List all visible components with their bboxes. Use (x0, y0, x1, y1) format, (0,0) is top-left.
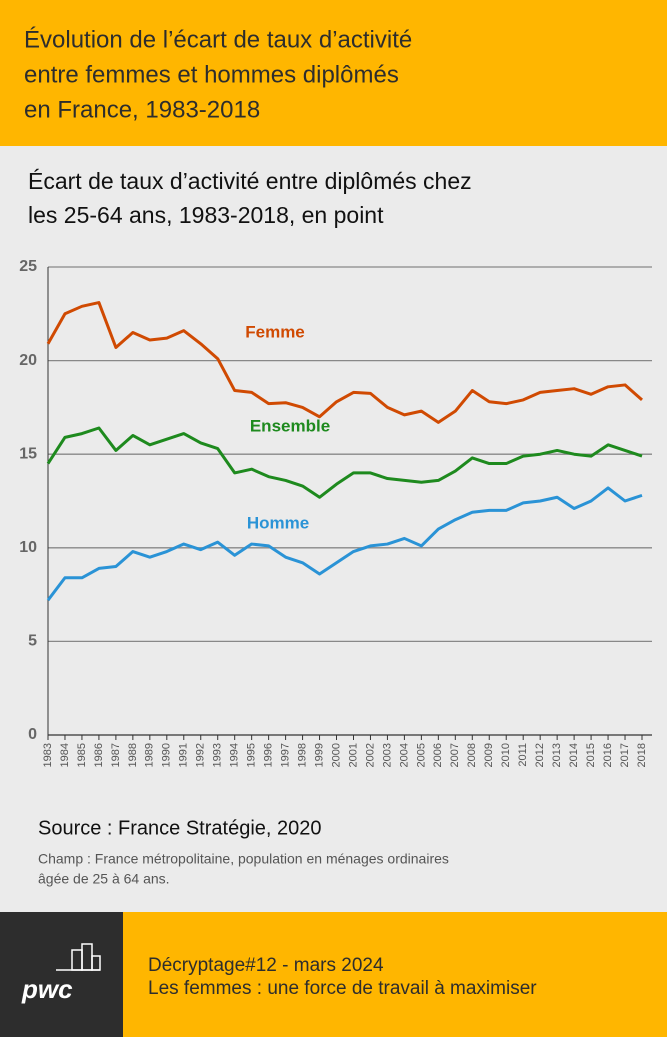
logo: pwc (21, 974, 73, 1004)
subtitle: Écart de taux d’activité entre diplômés … (28, 168, 472, 194)
y-tick-label: 5 (28, 633, 37, 650)
x-tick-label: 2002 (364, 743, 376, 767)
x-tick-label: 2012 (534, 743, 546, 767)
x-tick-label: 1988 (127, 743, 139, 767)
x-tick-label: 2016 (602, 743, 614, 767)
x-tick-label: 2000 (330, 743, 342, 767)
x-tick-label: 1986 (93, 743, 105, 767)
y-tick-label: 10 (19, 539, 37, 556)
x-tick-label: 2004 (398, 743, 410, 767)
x-tick-label: 1990 (161, 743, 173, 767)
x-tick-label: 2017 (619, 743, 631, 767)
x-tick-label: 1987 (110, 743, 122, 767)
logo-bg (0, 912, 123, 1037)
footer-bg (123, 912, 667, 1037)
x-tick-label: 1983 (42, 743, 54, 767)
line (46, 301, 643, 424)
line (46, 486, 643, 602)
header-bg (0, 0, 667, 146)
x-tick-label: 1985 (76, 743, 88, 767)
x-tick-label: 2006 (432, 743, 444, 767)
x-tick-label: 2018 (636, 743, 648, 767)
series-label: Ensemble (250, 416, 330, 435)
x-tick-label: 2013 (551, 743, 563, 767)
y-tick-label: 25 (19, 258, 37, 275)
footer-line: Décryptage#12 - mars 2024 (148, 955, 384, 976)
note: Champ : France métropolitaine, populatio… (38, 851, 449, 867)
subtitle: les 25-64 ans, 1983-2018, en point (28, 202, 384, 228)
note: âgée de 25 à 64 ans. (38, 871, 170, 887)
x-tick-label: 1998 (296, 743, 308, 767)
y-tick-label: 15 (19, 445, 37, 462)
body-bg (0, 146, 667, 912)
x-tick-label: 1999 (313, 743, 325, 767)
source: Source : France Stratégie, 2020 (38, 817, 322, 839)
x-tick-label: 1993 (212, 743, 224, 767)
x-tick-label: 2009 (483, 743, 495, 767)
x-tick-label: 2007 (449, 743, 461, 767)
series-label: Homme (247, 513, 309, 532)
x-tick-label: 2003 (381, 743, 393, 767)
x-tick-label: 2011 (517, 743, 529, 767)
line (46, 426, 643, 499)
x-tick-label: 1996 (263, 743, 275, 767)
y-tick-label: 0 (28, 726, 37, 743)
x-tick-label: 1984 (59, 743, 71, 767)
x-tick-label: 2010 (500, 743, 512, 767)
logo-icon (56, 943, 101, 971)
x-tick-label: 2001 (347, 743, 359, 767)
series-label: Femme (245, 322, 305, 341)
x-tick-label: 1991 (178, 743, 190, 767)
x-tick-label: 2015 (585, 743, 597, 767)
title: entre femmes et hommes diplômés (24, 61, 399, 88)
x-tick-label: 1995 (246, 743, 258, 767)
x-tick-label: 1989 (144, 743, 156, 767)
title: Évolution de l’écart de taux d’activité (24, 26, 412, 53)
footer-line: Les femmes : une force de travail à maxi… (148, 978, 537, 999)
x-tick-label: 1994 (229, 743, 241, 767)
x-tick-label: 1997 (280, 743, 292, 767)
x-tick-label: 2005 (415, 743, 427, 767)
x-tick-label: 2008 (466, 743, 478, 767)
x-tick-label: 2014 (568, 743, 580, 767)
y-tick-label: 20 (19, 352, 37, 369)
x-tick-label: 1992 (195, 743, 207, 767)
title: en France, 1983-2018 (24, 96, 260, 123)
